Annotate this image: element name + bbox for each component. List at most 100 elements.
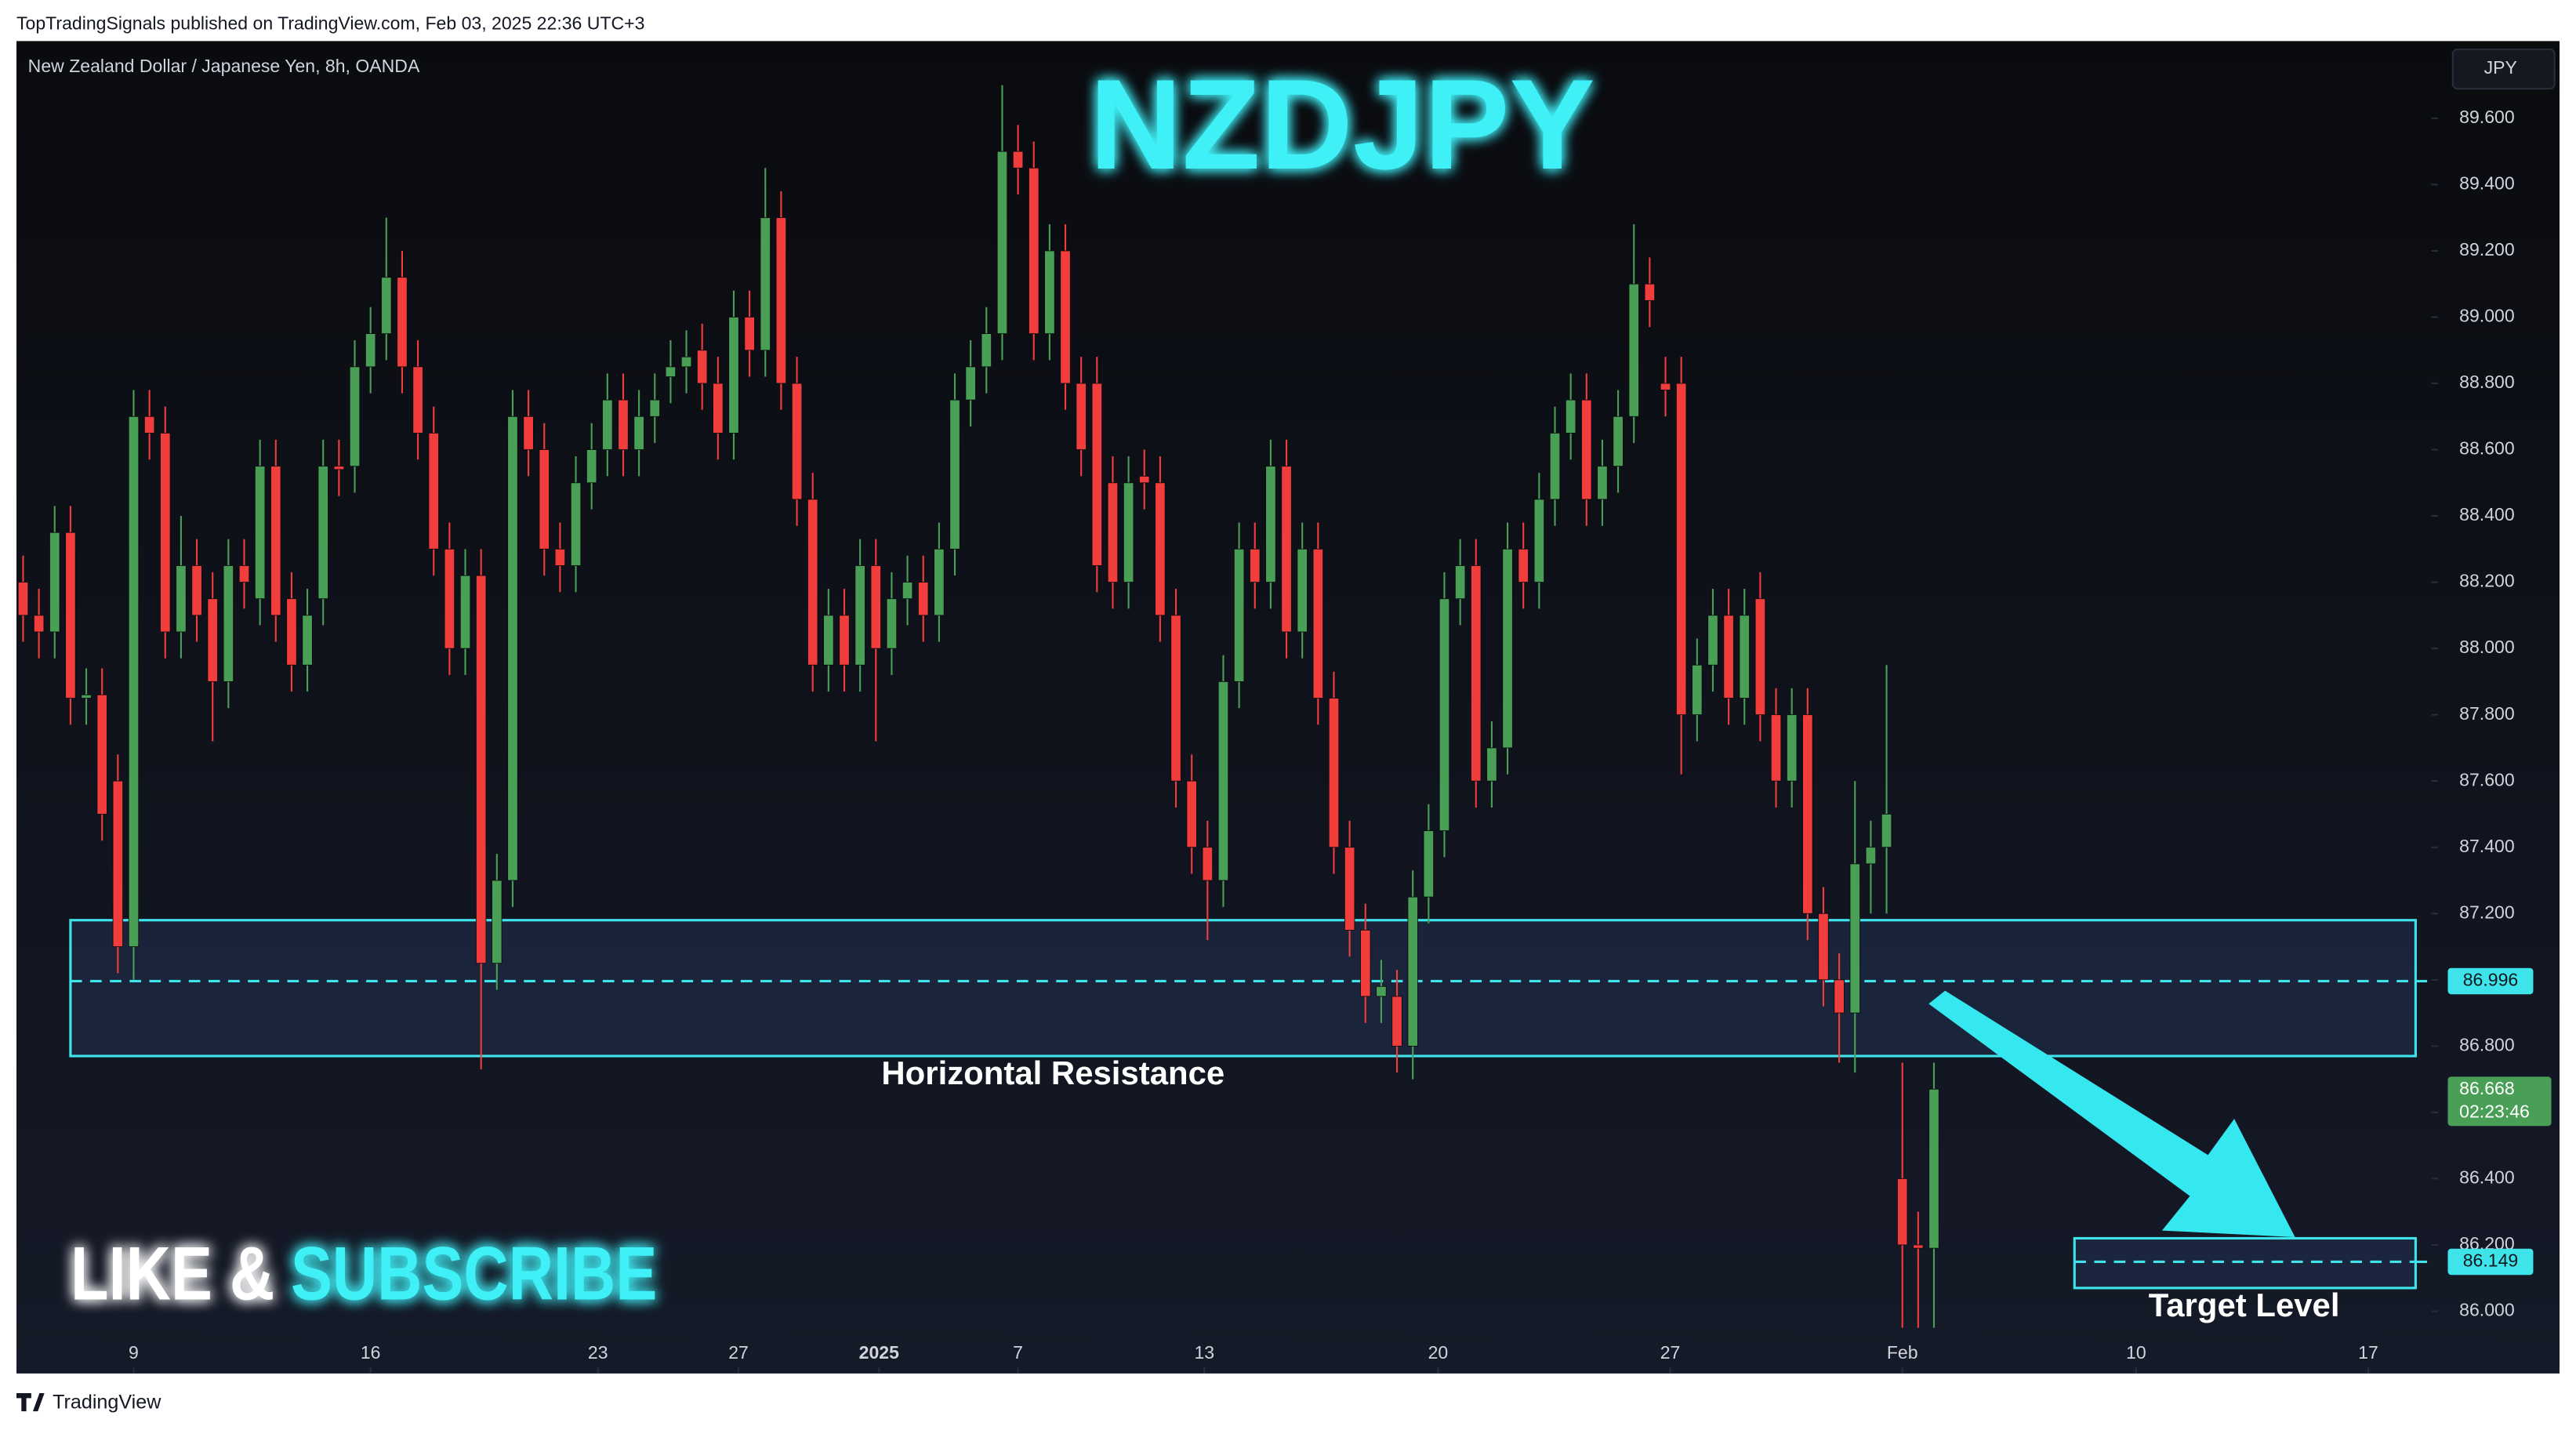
symbol-description[interactable]: New Zealand Dollar / Japanese Yen, 8h, O… bbox=[28, 56, 420, 76]
x-tick-label: Feb bbox=[1887, 1342, 1918, 1363]
x-tick-label: 9 bbox=[129, 1342, 139, 1363]
candle-body bbox=[1233, 548, 1245, 682]
candle-body bbox=[1518, 548, 1529, 583]
candle-body bbox=[539, 449, 550, 550]
candle-body bbox=[1439, 598, 1450, 832]
candle-body bbox=[1502, 548, 1513, 749]
candle-body bbox=[1739, 615, 1750, 699]
candle-body bbox=[1849, 863, 1860, 1014]
last-price-label: 86.668 bbox=[2459, 1078, 2515, 1098]
candle-body bbox=[1802, 714, 1813, 914]
candle-body bbox=[1471, 565, 1482, 782]
price-tag bbox=[2447, 967, 2534, 995]
currency-label[interactable]: JPY bbox=[2484, 57, 2517, 78]
price-tag bbox=[2447, 1248, 2534, 1276]
x-tick-label: 10 bbox=[2126, 1342, 2146, 1363]
candle-body bbox=[1186, 780, 1197, 848]
candle-body bbox=[1060, 250, 1071, 384]
candle-body bbox=[823, 615, 834, 666]
last-price-tag bbox=[2447, 1076, 2552, 1127]
candle-body bbox=[333, 466, 345, 470]
candle-body bbox=[523, 416, 534, 450]
candle-body bbox=[744, 317, 755, 351]
candle-body bbox=[459, 575, 471, 649]
candle-body bbox=[1565, 399, 1576, 434]
x-tick-label: 27 bbox=[728, 1342, 749, 1363]
candle-body bbox=[1250, 548, 1261, 583]
candle-body bbox=[1770, 714, 1782, 782]
candle-body bbox=[428, 432, 439, 550]
y-tick-label: 88.800 bbox=[2459, 372, 2515, 392]
candle-body bbox=[160, 432, 171, 633]
candle-body bbox=[65, 532, 76, 699]
currency-button[interactable] bbox=[2451, 48, 2556, 90]
x-tick-label: 17 bbox=[2358, 1342, 2378, 1363]
candle-body bbox=[1613, 416, 1624, 467]
candle-body bbox=[1928, 1088, 1939, 1249]
plot-area: 86.00086.20086.40086.60086.80087.00087.2… bbox=[17, 85, 2515, 1374]
candle-body bbox=[1044, 250, 1055, 335]
x-tick-label: 27 bbox=[1660, 1342, 1681, 1363]
logo-mark bbox=[16, 1393, 45, 1412]
candle-body bbox=[270, 466, 281, 616]
y-tick-label: 88.600 bbox=[2459, 438, 2515, 459]
candle-body bbox=[176, 565, 187, 633]
candle-body bbox=[1896, 1178, 1908, 1246]
candle-body bbox=[1076, 383, 1087, 450]
candle-body bbox=[1012, 151, 1024, 169]
candle-body bbox=[618, 399, 629, 450]
y-tick-label: 89.000 bbox=[2459, 306, 2515, 326]
candle-body bbox=[17, 582, 29, 616]
candle-body bbox=[1202, 847, 1214, 881]
candle-body bbox=[554, 548, 566, 566]
y-tick-label: 87.600 bbox=[2459, 769, 2515, 789]
footer-brand[interactable]: TradingView bbox=[53, 1391, 161, 1413]
candle-body bbox=[128, 416, 140, 947]
y-tick-label: 89.400 bbox=[2459, 172, 2515, 193]
candle-body bbox=[1139, 475, 1150, 484]
candle-body bbox=[112, 780, 124, 947]
candle-body bbox=[1675, 383, 1687, 716]
candle-body bbox=[1029, 167, 1039, 335]
candle-body bbox=[1328, 698, 1340, 848]
y-tick-label: 89.600 bbox=[2459, 107, 2515, 127]
candle-body bbox=[33, 615, 45, 633]
candle-body bbox=[870, 565, 881, 649]
candle-body bbox=[317, 466, 328, 600]
x-tick-label: 20 bbox=[1428, 1342, 1449, 1363]
candle-body bbox=[649, 399, 660, 417]
candle-body bbox=[949, 399, 960, 550]
candle-body bbox=[286, 598, 297, 666]
candle-body bbox=[1486, 747, 1497, 782]
candle-body bbox=[1549, 432, 1561, 500]
candle-body bbox=[1786, 714, 1798, 782]
candle-body bbox=[839, 615, 850, 666]
candle-body bbox=[570, 482, 582, 566]
candle-body bbox=[1707, 615, 1718, 666]
candle-body bbox=[934, 548, 945, 616]
candle-body bbox=[807, 499, 818, 666]
candle-body bbox=[918, 582, 929, 616]
candle-body bbox=[96, 694, 107, 815]
candle-body bbox=[191, 565, 202, 616]
chart-title: NZDJPY bbox=[1090, 53, 1595, 196]
zone bbox=[69, 919, 2417, 1058]
zone-label: Target Level bbox=[2149, 1287, 2340, 1323]
candle-body bbox=[254, 466, 266, 600]
candle-body bbox=[1391, 996, 1402, 1047]
candle-body bbox=[444, 548, 455, 649]
zone-label: Horizontal Resistance bbox=[881, 1054, 1225, 1091]
candle-body bbox=[81, 694, 92, 699]
candle-body bbox=[586, 449, 597, 484]
promo-text: LIKE &SUBSCRIBE bbox=[71, 1232, 657, 1316]
candle-body bbox=[602, 399, 613, 450]
candle-body bbox=[1865, 847, 1877, 865]
y-tick-label: 87.200 bbox=[2459, 902, 2515, 922]
candle-body bbox=[49, 532, 60, 633]
candle-body bbox=[143, 416, 155, 434]
candle-body bbox=[1265, 466, 1276, 583]
candle-body bbox=[1834, 979, 1845, 1014]
candle-body bbox=[902, 582, 913, 600]
y-tick-label: 88.400 bbox=[2459, 504, 2515, 524]
